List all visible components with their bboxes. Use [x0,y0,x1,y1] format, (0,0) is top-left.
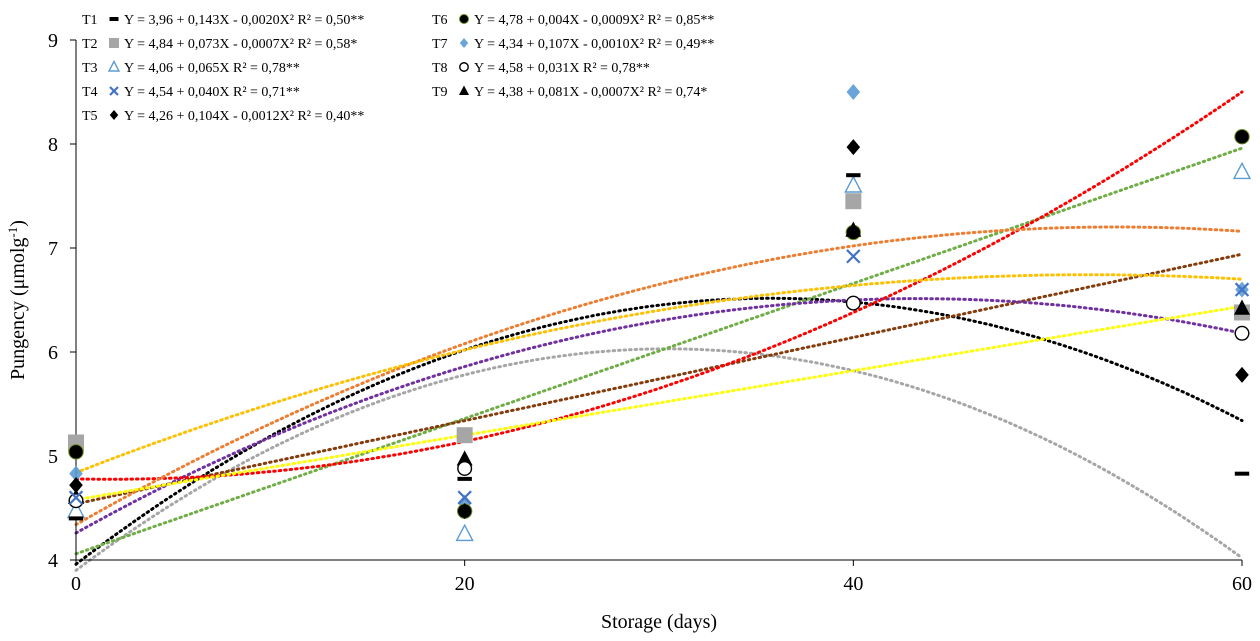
legend-marker-t5 [109,110,119,120]
data-point-t1 [1234,471,1250,476]
data-point-t6 [68,444,84,460]
trendline-layer [74,90,1244,572]
trendline-t9 [74,273,1244,475]
legend-marker-t6 [459,14,469,24]
tick-labels: 4 5 6 7 8 9 0 20 40 60 [48,30,1252,595]
data-point-t5 [846,139,861,156]
trendline-t5 [74,297,1244,535]
y-axis-title: Pungency (μmolg-1) [5,220,30,380]
x-tick-label: 0 [71,573,81,595]
legend-label-t8: T8 [432,61,448,76]
y-axis-title-superscript: -1 [5,227,20,238]
data-point-t9 [456,450,473,466]
x-tick-label: 40 [843,573,863,595]
data-point-t1 [457,476,472,481]
y-tick-label: 5 [48,446,58,468]
legend-label-t6: T6 [432,13,448,28]
data-point-t2 [456,427,473,444]
legend-equation-t7: Y = 4,34 + 0,107X - 0,0010X² R² = 0,49** [474,37,714,52]
trendline-t1 [74,296,1244,566]
data-point-t2 [845,193,862,210]
legend-label-t7: T7 [432,37,448,52]
trendline-t2 [74,347,1244,572]
legend-marker-t2 [109,38,119,48]
legend-marker-t9 [459,85,469,95]
data-point-t4 [457,490,472,505]
legend-label-t5: T5 [82,109,98,124]
legend-marker-t4 [109,86,119,96]
y-axis-title-main: Pungency (μmolg [7,238,29,380]
x-tick-label: 20 [455,573,475,595]
data-point-t1 [68,516,84,521]
data-point-t5 [69,477,83,494]
data-point-t4 [846,249,861,264]
data-point-t8 [845,295,861,311]
data-point-t6 [1234,129,1250,145]
data-point-t7 [69,465,83,482]
legend-equation-t3: Y = 4,06 + 0,065X R² = 0,78** [124,61,300,76]
legend-marker-t3 [107,59,121,72]
legend-label-t3: T3 [82,61,98,76]
data-point-t4-stroke [68,490,84,505]
data-point-t3 [1232,161,1252,180]
legend-marker-t4-stroke [109,86,119,96]
legend-label-t1: T1 [82,13,98,28]
data-point-t5 [457,503,472,520]
legend-marker-t1 [109,17,119,21]
legend-marker-t7 [459,38,469,48]
data-point-t4-stroke [457,490,472,505]
y-tick-label: 6 [48,342,58,364]
data-point-t8 [1234,325,1250,341]
data-point-t4-stroke [846,249,861,264]
data-point-t9 [845,221,862,237]
y-axis-title-close: ) [7,220,29,227]
legend-label-t2: T2 [82,37,98,52]
y-tick-label: 9 [48,30,58,52]
data-point-t4-stroke [1234,282,1250,297]
legend-equation-t4: Y = 4,54 + 0,040X R² = 0,71** [124,85,300,100]
legend-equation-t6: Y = 4,78 + 0,004X - 0,0009X² R² = 0,85** [474,13,714,28]
data-point-t7 [846,84,861,100]
data-point-t5 [1235,366,1249,383]
data-point-t1 [846,173,861,178]
legend-equation-t2: Y = 4,84 + 0,073X - 0,0007X² R² = 0,58* [124,37,357,52]
trendline-t7 [74,225,1244,527]
y-tick-label: 8 [48,134,58,156]
trendline-t8 [74,304,1244,502]
legend-equation-t9: Y = 4,38 + 0,081X - 0,0007X² R² = 0,74* [474,85,707,100]
legend-marker-t8 [459,62,469,72]
data-point-t3 [455,523,474,542]
data-point-t8 [68,493,84,509]
data-point-t8 [457,460,473,476]
legend-equation-t8: Y = 4,58 + 0,031X R² = 0,78** [474,61,650,76]
legend-label-t9: T9 [432,85,448,100]
trendline-t3 [74,146,1244,556]
x-axis-title: Storage (days) [601,611,717,633]
trendline-t4 [74,252,1244,506]
data-point-t9 [1234,299,1250,315]
x-tick-label: 60 [1232,573,1252,595]
legend-equation-t5: Y = 4,26 + 0,104X - 0,0012X² R² = 0,40** [124,109,364,124]
trendline-t6 [74,90,1244,481]
y-tick-label: 4 [48,550,58,572]
data-point-t3 [844,175,863,193]
data-point-t4 [1234,282,1250,297]
legend: T1 Y = 3,96 + 0,143X - 0,0020X² R² = 0,50… [82,13,714,124]
y-tick-label: 7 [48,238,58,260]
data-markers [66,84,1252,542]
legend-equation-t1: Y = 3,96 + 0,143X - 0,0020X² R² = 0,50** [124,13,364,28]
legend-label-t4: T4 [82,85,98,100]
data-point-t4 [68,490,84,505]
